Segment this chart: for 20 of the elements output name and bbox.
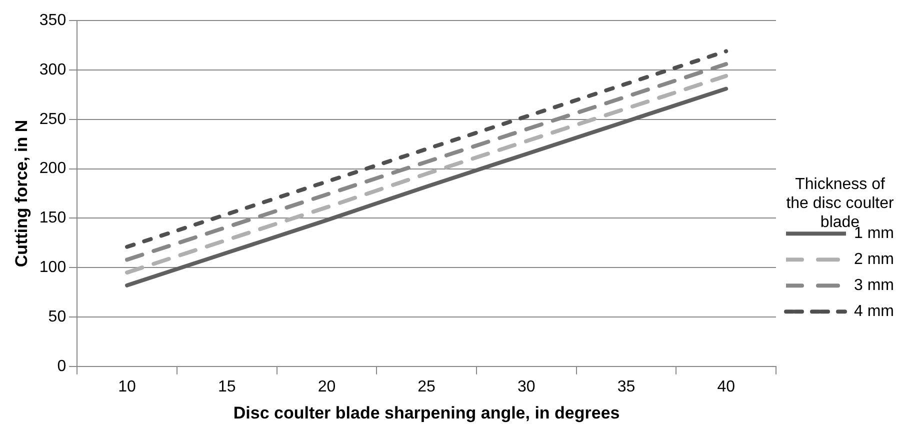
y-tick-label: 0: [57, 358, 66, 375]
x-axis-title: Disc coulter blade sharpening angle, in degrees: [233, 403, 620, 422]
x-tick-label: 30: [517, 378, 536, 396]
legend-label: 2 mm: [854, 251, 894, 268]
x-tick-label: 35: [617, 378, 636, 396]
y-tick-label: 200: [39, 160, 66, 178]
y-axis-title: Cutting force, in N: [12, 120, 31, 268]
legend-label: 3 mm: [854, 277, 894, 294]
x-tick-label: 20: [318, 378, 336, 396]
x-tick-label: 40: [717, 378, 736, 396]
y-tick-label: 50: [48, 308, 66, 326]
y-tick-label: 250: [39, 110, 66, 128]
y-tick-label: 300: [39, 61, 66, 78]
y-tick-label: 150: [39, 210, 66, 227]
y-tick-label: 100: [39, 259, 66, 276]
legend-label: 4 mm: [854, 303, 894, 320]
y-tick-label: 350: [39, 12, 66, 30]
x-tick-label: 25: [418, 378, 436, 396]
x-tick-label: 15: [218, 378, 236, 396]
x-tick-label: 10: [118, 378, 136, 396]
